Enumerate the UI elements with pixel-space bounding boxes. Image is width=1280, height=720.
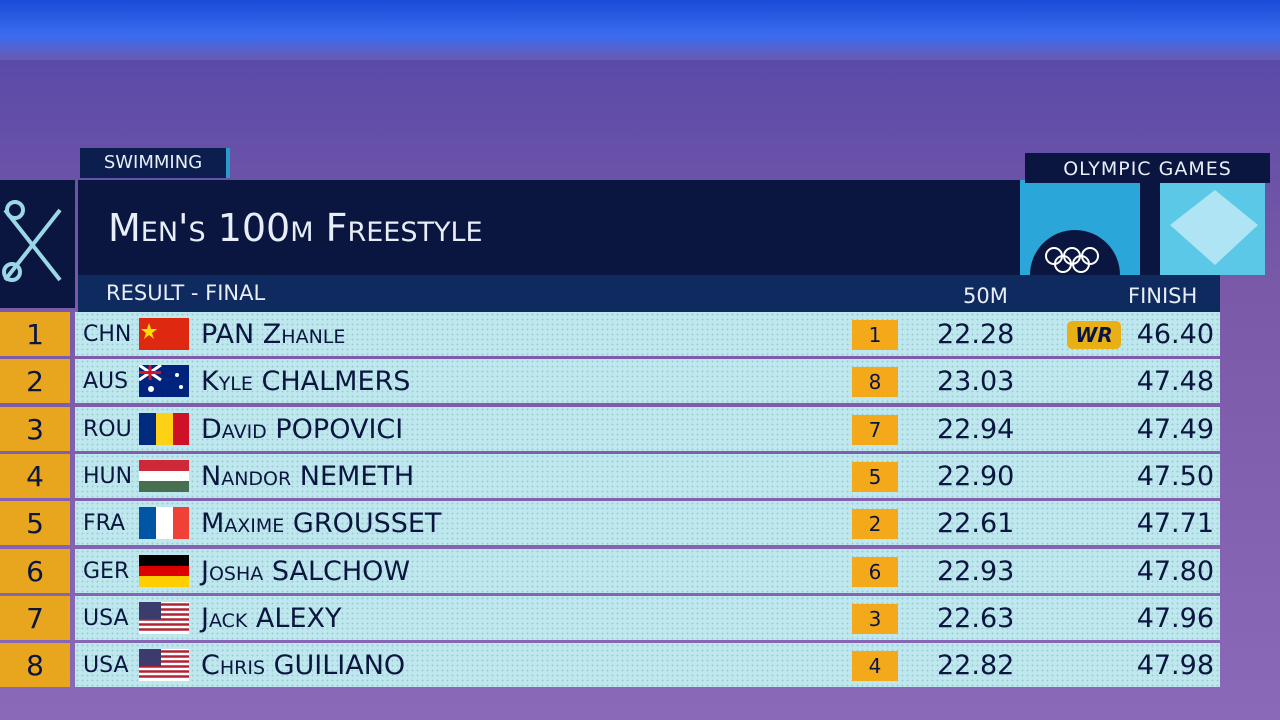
country: AUS — [83, 369, 129, 395]
result-row: FRA Maxime GROUSSET 2 22.61 47.71 — [75, 501, 1220, 546]
rank: 1 — [0, 312, 70, 356]
split-rank: 5 — [852, 461, 898, 492]
split-rank: 1 — [852, 320, 898, 350]
split-time: 22.63 — [937, 602, 1015, 634]
result-row: HUN Nandor NEMETH 5 22.90 47.50 — [75, 453, 1220, 498]
split-rank: 4 — [852, 651, 898, 682]
split-rank: 6 — [852, 556, 898, 587]
split-time: 22.94 — [937, 413, 1015, 445]
games-logo — [1020, 180, 1265, 275]
rank: 6 — [0, 548, 70, 593]
finish-time: 47.48 — [1136, 366, 1214, 398]
result-row: GER Josha SALCHOW 6 22.93 47.80 — [75, 548, 1220, 593]
rank: 4 — [0, 453, 70, 498]
finish-time: 47.98 — [1136, 650, 1214, 682]
athlete: Nandor NEMETH — [201, 460, 415, 492]
finish-time: 46.40 — [1136, 319, 1214, 350]
flag — [139, 649, 189, 682]
country: USA — [83, 653, 129, 679]
athlete: Kyle CHALMERS — [201, 366, 411, 398]
split-time: 22.82 — [937, 650, 1015, 682]
col-split: 50M — [963, 284, 1008, 308]
record: WR — [1067, 321, 1121, 349]
result-row: ROU David POPOVICI 7 22.94 47.49 — [75, 406, 1220, 451]
sport-tag: SWIMMING — [80, 148, 230, 178]
country: GER — [83, 558, 130, 584]
result-row: USA Chris GUILIANO 4 22.82 47.98 — [75, 643, 1220, 688]
finish-time: 47.50 — [1136, 460, 1214, 492]
rank: 5 — [0, 501, 70, 546]
subheader-bar: RESULT - FINAL 50M FINISH — [78, 275, 1220, 312]
country: FRA — [83, 511, 126, 537]
rank: 3 — [0, 406, 70, 451]
split-rank: 7 — [852, 414, 898, 445]
split-time: 22.90 — [937, 460, 1015, 492]
sport-icon — [0, 180, 75, 308]
athlete: Jack ALEXY — [201, 602, 342, 634]
finish-time: 47.49 — [1136, 413, 1214, 445]
athlete: David POPOVICI — [201, 413, 404, 445]
flag — [139, 601, 189, 634]
rank: 2 — [0, 359, 70, 404]
athlete: PAN Zhanle — [201, 319, 346, 350]
result-row: CHN PAN Zhanle 1 22.28 WR 46.40 — [75, 312, 1220, 356]
split-time: 22.28 — [937, 319, 1015, 350]
rank: 7 — [0, 595, 70, 640]
result-row: AUS Kyle CHALMERS 8 23.03 47.48 — [75, 359, 1220, 404]
flag — [139, 554, 189, 587]
flag — [139, 507, 189, 540]
split-time: 23.03 — [937, 366, 1015, 398]
col-finish: FINISH — [1128, 284, 1198, 308]
country: CHN — [83, 322, 132, 347]
rank: 8 — [0, 643, 70, 688]
event-title: Men's 100m Freestyle — [108, 206, 483, 250]
finish-time: 47.71 — [1136, 508, 1214, 540]
finish-time: 47.96 — [1136, 602, 1214, 634]
split-time: 22.61 — [937, 508, 1015, 540]
country: HUN — [83, 463, 133, 489]
arena-lights — [0, 0, 1280, 60]
flag — [139, 318, 189, 350]
phase: RESULT - FINAL — [106, 281, 266, 305]
brand-label: OLYMPIC GAMES — [1025, 153, 1270, 183]
country: ROU — [83, 416, 132, 442]
split-rank: 2 — [852, 509, 898, 540]
split-rank: 3 — [852, 603, 898, 634]
result-row: USA Jack ALEXY 3 22.63 47.96 — [75, 595, 1220, 640]
athlete: Chris GUILIANO — [201, 650, 406, 682]
athlete: Josha SALCHOW — [201, 555, 411, 587]
split-time: 22.93 — [937, 555, 1015, 587]
country: USA — [83, 605, 129, 631]
split-rank: 8 — [852, 367, 898, 398]
finish-time: 47.80 — [1136, 555, 1214, 587]
athlete: Maxime GROUSSET — [201, 508, 442, 540]
flag — [139, 412, 189, 445]
flag — [139, 365, 189, 398]
flag — [139, 459, 189, 492]
